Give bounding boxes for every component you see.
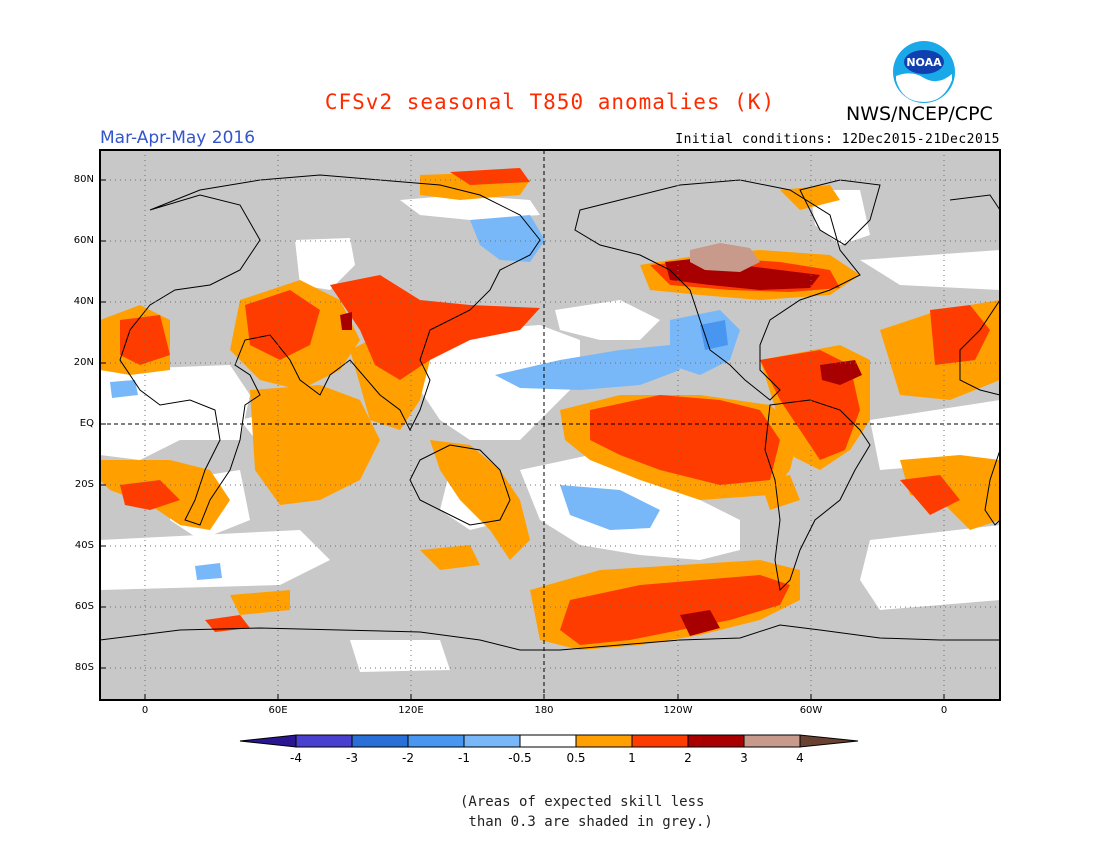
colorbar-label: -1 <box>458 751 470 765</box>
lon-label: 120E <box>398 705 424 716</box>
organization-label: NWS/NCEP/CPC <box>846 103 993 125</box>
colorbar-label: 0.5 <box>566 751 586 765</box>
initial-conditions-label: Initial conditions: 12Dec2015-21Dec2015 <box>675 132 1000 147</box>
skill-note-line: (Areas of expected skill less <box>460 794 705 810</box>
colorbar-box <box>295 734 353 748</box>
colorbar-label: -3 <box>346 751 358 765</box>
lat-label: 60S <box>74 601 94 612</box>
anomaly-neg-regions <box>110 215 740 580</box>
coastlines <box>99 174 1001 651</box>
map-frame <box>99 149 1001 701</box>
lat-label: 40S <box>74 540 94 551</box>
colorbar-label: -2 <box>402 751 414 765</box>
colorbar-label: 3 <box>740 751 748 765</box>
colorbar-box <box>575 734 633 748</box>
colorbar-label: 1 <box>628 751 636 765</box>
axis-ticks <box>100 179 945 700</box>
anomaly-3-4-regions <box>690 243 760 272</box>
lat-label: 40N <box>73 296 94 307</box>
lat-label: 60N <box>73 235 94 246</box>
skill-note: (Areas of expected skill less than 0.3 a… <box>460 792 740 832</box>
reference-lines <box>100 150 1000 700</box>
colorbar-label: 4 <box>796 751 804 765</box>
colorbar-box <box>351 734 409 748</box>
colorbar-label: 2 <box>684 751 692 765</box>
season-label: Mar-Apr-May 2016 <box>100 128 256 148</box>
lat-label: 20N <box>73 357 94 368</box>
lon-label: 0 <box>141 705 149 716</box>
gridlines <box>100 150 1000 700</box>
lon-label: 180 <box>534 705 554 716</box>
colorbar-box <box>743 734 801 748</box>
colorbar-box <box>407 734 465 748</box>
map-title: CFSv2 seasonal T850 anomalies (K) <box>324 90 776 114</box>
colorbar-box <box>463 734 521 748</box>
lon-label: 60W <box>799 705 823 716</box>
lat-label: EQ <box>79 418 94 429</box>
noaa-logo: NOAA <box>893 41 955 103</box>
colorbar-box <box>631 734 689 748</box>
colorbar-label: -0.5 <box>508 751 532 765</box>
lat-label: 80N <box>73 174 94 185</box>
colorbar-box <box>519 734 577 748</box>
lon-label: 60E <box>268 705 288 716</box>
colorbar <box>239 734 859 748</box>
colorbar-box <box>687 734 745 748</box>
colorbar-label: -4 <box>290 751 302 765</box>
lat-label: 80S <box>74 662 94 673</box>
lon-label: 0 <box>940 705 948 716</box>
lon-label: 120W <box>663 705 693 716</box>
lat-label: 20S <box>74 479 94 490</box>
colorbar-arrow-right <box>799 734 859 748</box>
skill-note-line: than 0.3 are shaded in grey.) <box>460 814 713 830</box>
anomaly-1-2-regions <box>120 168 990 645</box>
colorbar-arrow-left <box>239 734 297 748</box>
logo-text: NOAA <box>906 56 942 69</box>
